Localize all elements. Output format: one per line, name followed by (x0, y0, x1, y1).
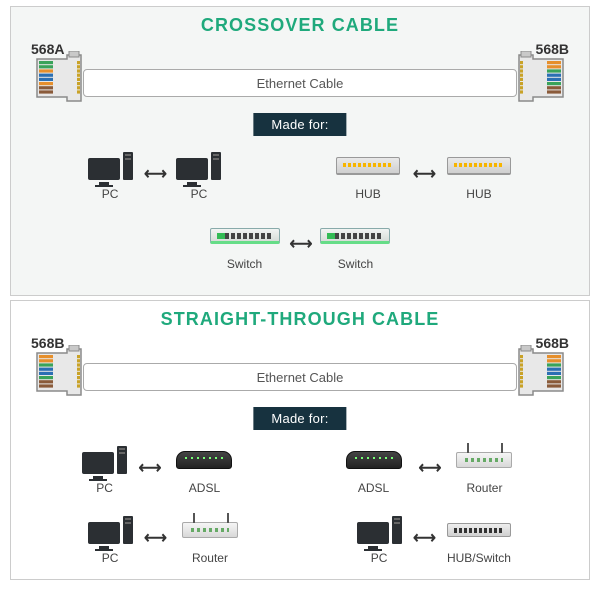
device-label: ADSL (358, 481, 389, 495)
pc-icon (175, 147, 223, 185)
device-pair: Switch ⟷ Switch (210, 217, 391, 271)
arrow-both-icon: ⟷ (144, 528, 165, 548)
device-label: Router (466, 481, 502, 495)
cable-diagram: Ethernet Cable (31, 345, 569, 409)
title-crossover: CROSSOVER CABLE (11, 7, 589, 36)
row-2: PC ⟷ Router PC ⟷ HUB/Switch (31, 511, 569, 565)
device: HUB (444, 147, 514, 201)
row-2: Switch ⟷ Switch (31, 217, 569, 271)
device-label: Router (192, 551, 228, 565)
cable-diagram: Ethernet Cable (31, 51, 569, 115)
rj45-left-icon (31, 51, 87, 105)
pc-icon (86, 511, 134, 549)
device-label: PC (371, 551, 388, 565)
device-label: PC (102, 187, 119, 201)
panel-crossover: CROSSOVER CABLE 568A 568B Ethernet Cable… (10, 6, 590, 296)
panel-straight: STRAIGHT-THROUGH CABLE 568B 568B Etherne… (10, 300, 590, 580)
pc-icon (86, 147, 134, 185)
hub-icon (333, 147, 403, 185)
cable-body: Ethernet Cable (83, 69, 517, 97)
pc-icon (355, 511, 403, 549)
adsl-icon (339, 441, 409, 479)
arrow-both-icon: ⟷ (413, 164, 434, 184)
title-straight: STRAIGHT-THROUGH CABLE (11, 301, 589, 330)
device: PC (355, 511, 403, 565)
rj45-right-icon (513, 345, 569, 399)
device-pair: HUB ⟷ HUB (333, 147, 514, 201)
device-label: ADSL (189, 481, 220, 495)
made-for-badge: Made for: (253, 113, 346, 136)
device-label: HUB/Switch (447, 551, 511, 565)
router-icon (449, 441, 519, 479)
device-pair: PC ⟷ HUB/Switch (355, 511, 514, 565)
device: Switch (210, 217, 280, 271)
device: Switch (320, 217, 390, 271)
rj45-right-icon (513, 51, 569, 105)
device: PC (86, 147, 134, 201)
hubsw-icon (444, 511, 514, 549)
device-pair: PC ⟷ Router (86, 511, 245, 565)
device-label: HUB (466, 187, 491, 201)
device: Router (175, 511, 245, 565)
device-pair: ADSL ⟷ Router (339, 441, 520, 495)
arrow-both-icon: ⟷ (139, 458, 160, 478)
device: ADSL (339, 441, 409, 495)
device-label: PC (191, 187, 208, 201)
device-label: PC (102, 551, 119, 565)
cable-label: Ethernet Cable (257, 76, 344, 91)
arrow-both-icon: ⟷ (419, 458, 440, 478)
device: Router (449, 441, 519, 495)
device-pair: PC ⟷ PC (86, 147, 223, 201)
made-for-badge: Made for: (253, 407, 346, 430)
arrow-both-icon: ⟷ (144, 164, 165, 184)
hub-icon (444, 147, 514, 185)
device: ADSL (169, 441, 239, 495)
switch-icon (210, 217, 280, 255)
device: PC (86, 511, 134, 565)
rj45-left-icon (31, 345, 87, 399)
device-label: Switch (338, 257, 373, 271)
arrow-both-icon: ⟷ (290, 234, 311, 254)
device: HUB (333, 147, 403, 201)
cable-body: Ethernet Cable (83, 363, 517, 391)
device: PC (175, 147, 223, 201)
row-1: PC ⟷ PC HUB ⟷ HUB (31, 147, 569, 201)
device-label: Switch (227, 257, 262, 271)
device-label: PC (96, 481, 113, 495)
device: HUB/Switch (444, 511, 514, 565)
adsl-icon (169, 441, 239, 479)
router-icon (175, 511, 245, 549)
device-pair: PC ⟷ ADSL (81, 441, 240, 495)
device: PC (81, 441, 129, 495)
row-1: PC ⟷ ADSL ADSL ⟷ Router (31, 441, 569, 495)
switch-icon (320, 217, 390, 255)
cable-label: Ethernet Cable (257, 370, 344, 385)
pc-icon (81, 441, 129, 479)
device-label: HUB (355, 187, 380, 201)
arrow-both-icon: ⟷ (413, 528, 434, 548)
